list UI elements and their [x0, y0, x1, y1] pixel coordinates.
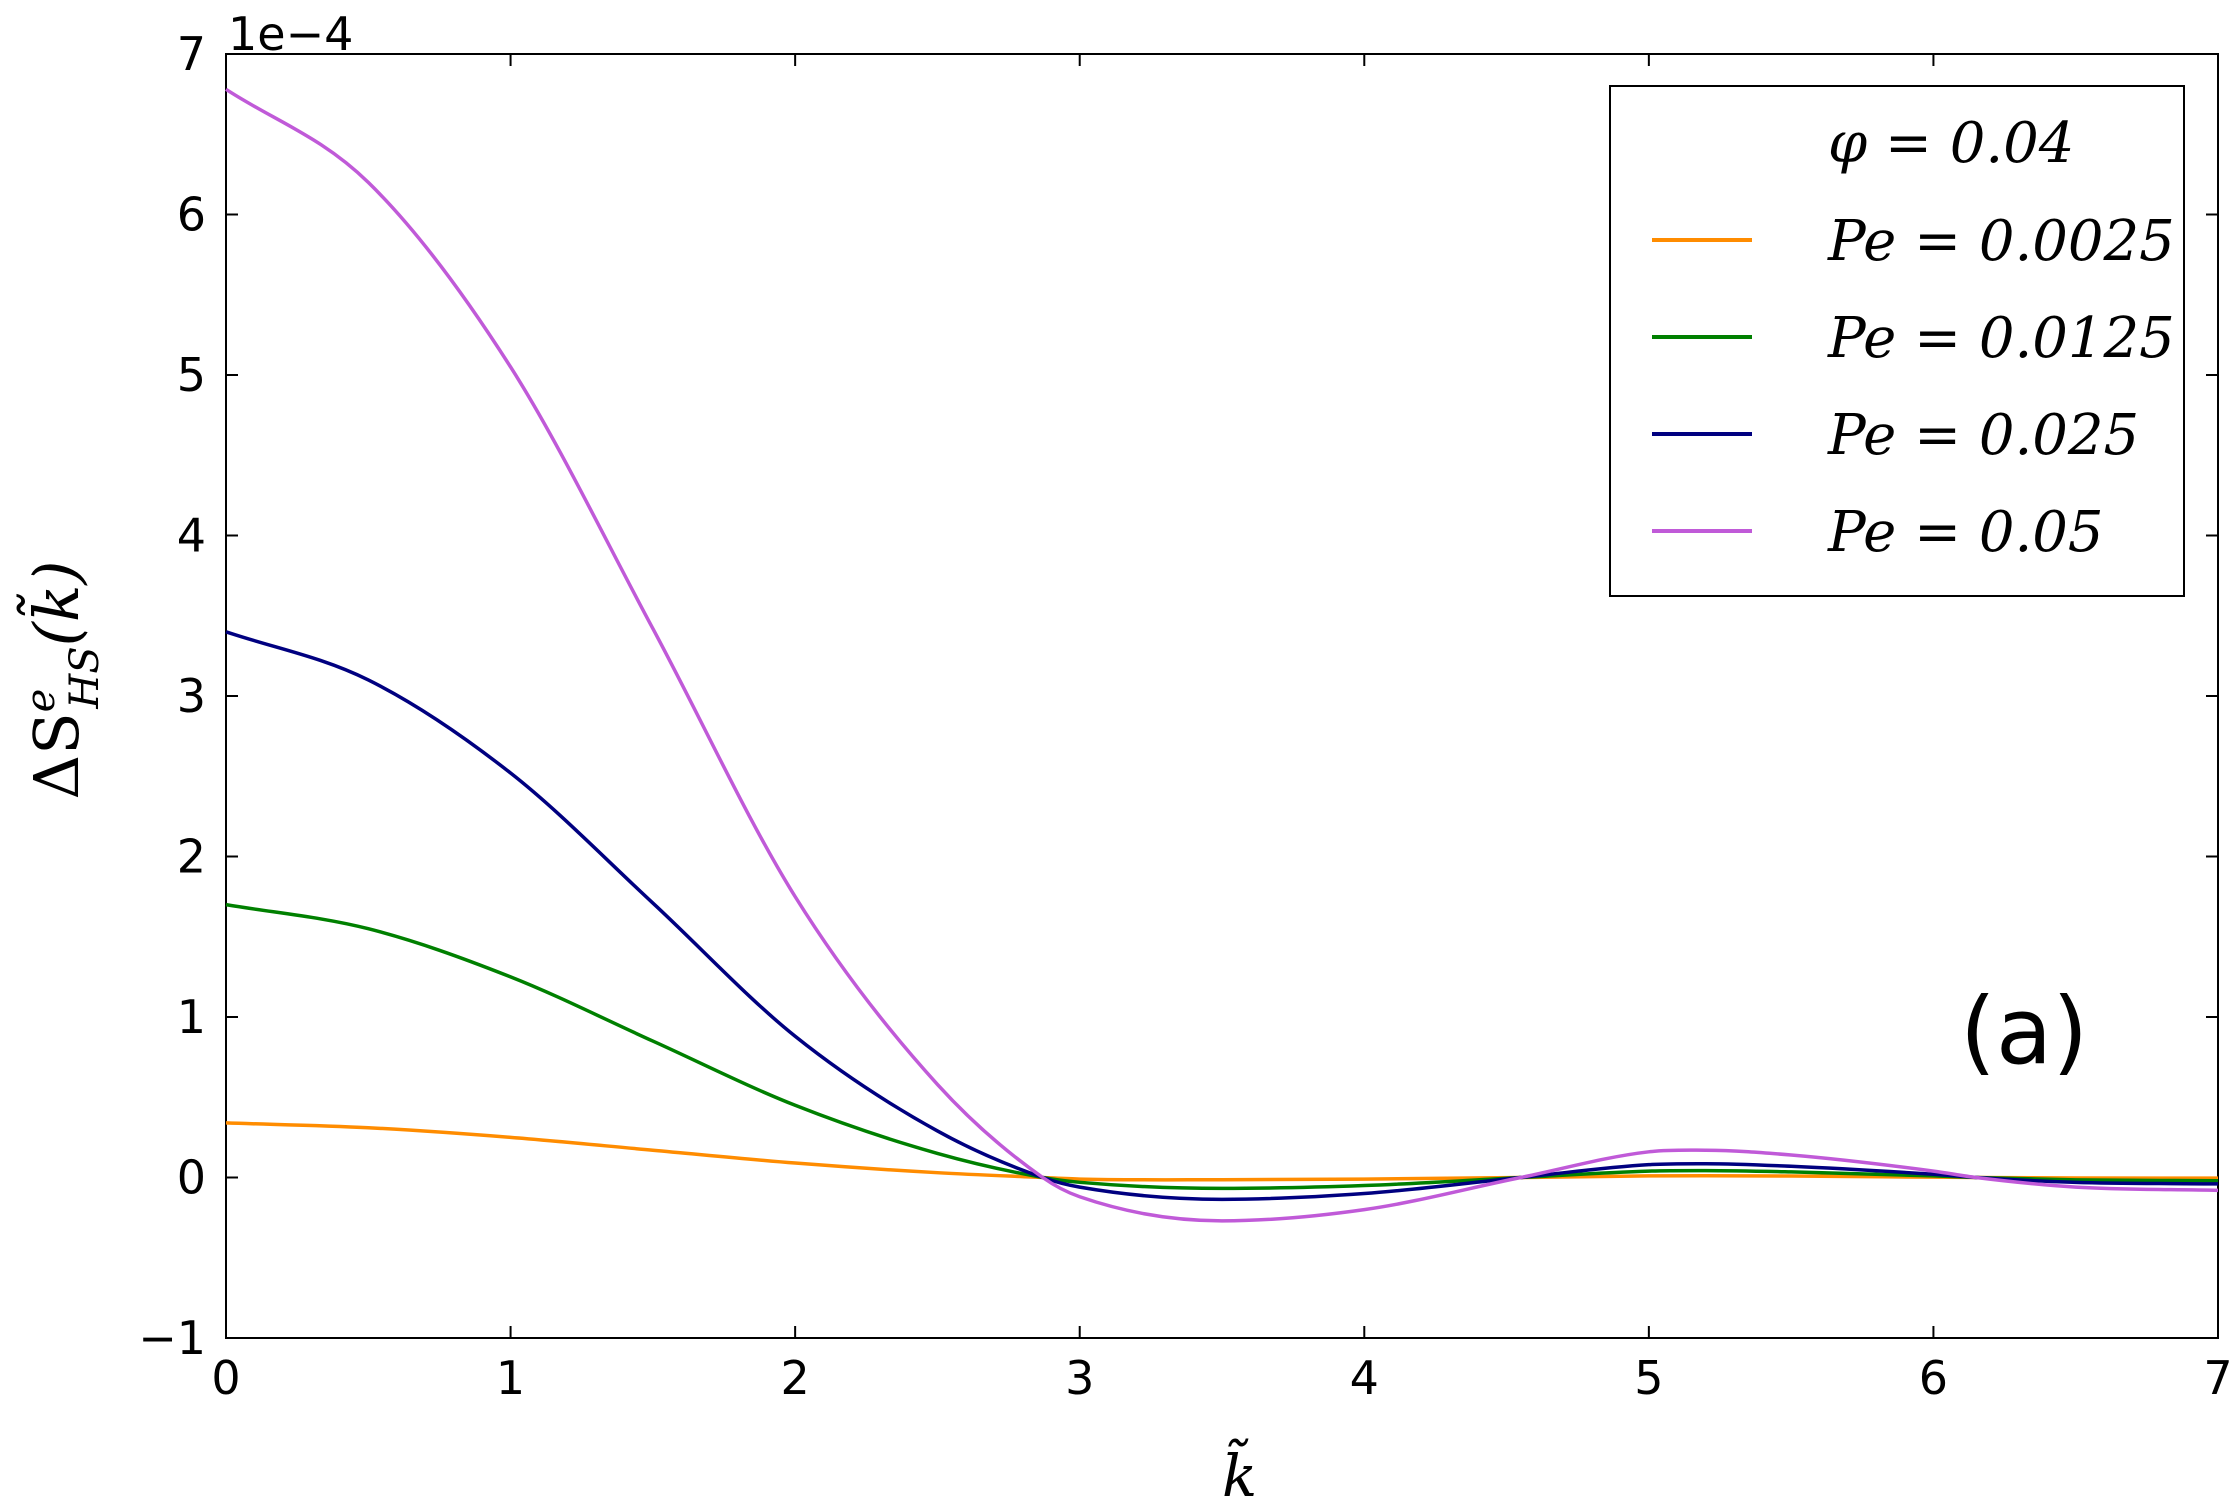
x-tick-label: 0	[211, 1351, 240, 1405]
svg-text:ΔSeHS(k̃): ΔSeHS(k̃)	[16, 560, 108, 799]
y-tick-label: 3	[177, 669, 206, 723]
x-tick-label: 2	[781, 1351, 810, 1405]
series-lines	[225, 87, 2219, 1223]
y-tick-label: 7	[177, 27, 206, 81]
y-offset-label: 1e−4	[228, 7, 353, 61]
x-axis-label: k̃	[1222, 1438, 1257, 1510]
y-axis-label: ΔSeHS(k̃)	[16, 560, 108, 799]
legend-label-4: Pe = 0.05	[1827, 500, 2104, 565]
series-line-4	[225, 87, 2219, 1223]
y-tick-label: 6	[177, 188, 206, 242]
x-tick-label: 4	[1350, 1351, 1379, 1405]
series-line-3	[225, 630, 2219, 1202]
panel-label: (a)	[1960, 978, 2088, 1085]
legend-label-1: Pe = 0.0025	[1827, 209, 2175, 274]
y-tick-label: 5	[177, 348, 206, 402]
y-tick-label: −1	[138, 1311, 206, 1365]
series-line-2	[225, 902, 2219, 1191]
legend-label-3: Pe = 0.025	[1827, 403, 2139, 468]
x-tick-label: 7	[2203, 1351, 2232, 1405]
legend-items: Pe = 0.0025 Pe = 0.0125 Pe = 0.025 Pe = 0.0…	[1652, 209, 2175, 565]
legend: φ = 0.04 Pe = 0.0025 Pe = 0.0125 Pe = 0.02…	[1609, 85, 2185, 597]
y-tick-label: 4	[177, 509, 206, 563]
legend-label-2: Pe = 0.0125	[1827, 306, 2175, 371]
y-tick-label: 0	[177, 1151, 206, 1205]
x-tick-label: 3	[1065, 1351, 1094, 1405]
x-tick-label: 1	[496, 1351, 525, 1405]
y-tick-label: 2	[177, 830, 206, 884]
x-tick-label: 6	[1919, 1351, 1948, 1405]
series-line-1	[225, 1121, 2219, 1182]
y-tick-label: 1	[177, 990, 206, 1044]
legend-box	[1609, 85, 2185, 597]
legend-header: φ = 0.04	[1828, 111, 2074, 176]
x-tick-label: 5	[1634, 1351, 1663, 1405]
ticks	[225, 53, 2219, 1339]
svg-text:k̃: k̃	[1222, 1438, 1257, 1510]
